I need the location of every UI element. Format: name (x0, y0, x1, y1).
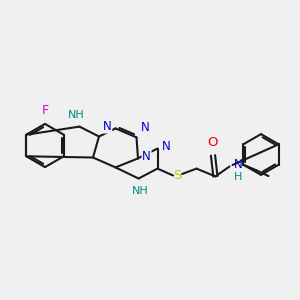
Text: N: N (103, 120, 112, 133)
Text: O: O (208, 136, 218, 149)
Text: S: S (173, 169, 182, 182)
Text: N: N (162, 140, 171, 154)
Text: N: N (142, 150, 151, 164)
Text: NH: NH (68, 110, 84, 120)
Text: NH: NH (132, 186, 148, 196)
Text: F: F (41, 104, 49, 117)
Text: H: H (234, 172, 242, 182)
Text: N: N (234, 158, 243, 172)
Text: N: N (140, 122, 149, 134)
